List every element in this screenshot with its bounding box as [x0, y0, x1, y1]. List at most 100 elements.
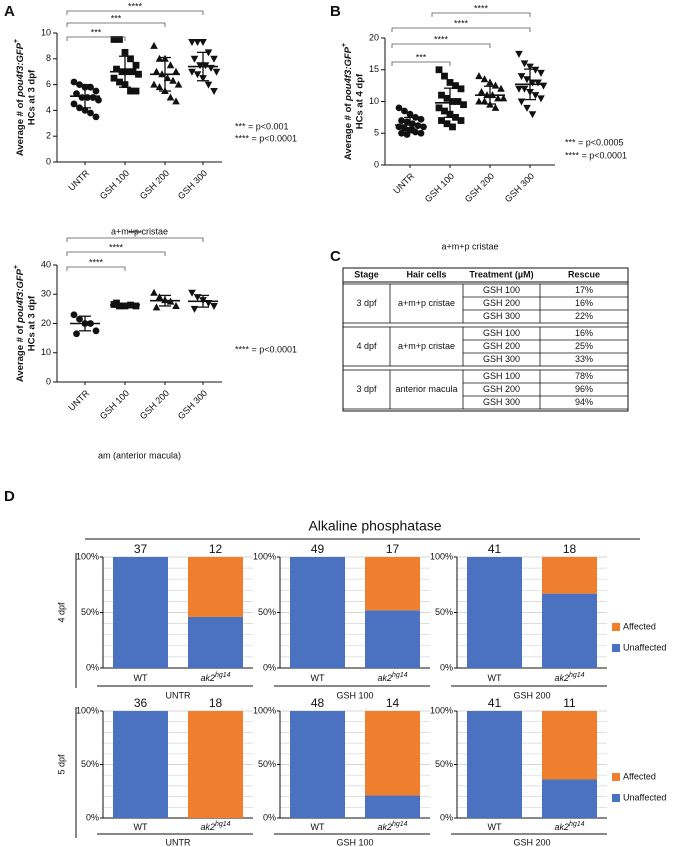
y-axis-label-part: + [341, 43, 348, 47]
count-label: 18 [209, 696, 223, 710]
data-point [188, 68, 196, 76]
y-tick-label: 40 [41, 259, 51, 269]
data-point [92, 113, 100, 121]
genotype-name: ak2 [554, 822, 569, 832]
y-axis-label: HCs at 3 dpf [27, 295, 38, 351]
data-point [87, 83, 94, 91]
bar-segment [188, 616, 243, 668]
data-point [199, 39, 207, 47]
group-label: GSH 100 [336, 837, 373, 847]
y-tick-label: 50% [258, 607, 276, 617]
genotype-sup: hg14 [215, 821, 231, 828]
x-tick-label: GSH 300 [176, 388, 209, 421]
significance-bracket [391, 43, 491, 48]
significance-bracket [391, 27, 531, 32]
significance-label: **** [128, 228, 143, 238]
data-point [132, 302, 140, 310]
y-tick-label: 50% [435, 607, 453, 617]
table-cell: GSH 300 [483, 354, 520, 364]
chart-title: Alkaline phosphatase [308, 518, 441, 534]
y-tick-label: 50% [435, 759, 453, 769]
bar-segment [188, 557, 243, 617]
data-point [499, 94, 508, 102]
table-block [342, 369, 629, 410]
genotype-name: ak2 [554, 673, 569, 683]
data-point [116, 36, 123, 43]
table-cell: GSH 200 [483, 384, 520, 394]
data-point [409, 126, 416, 134]
legend-label: Affected [623, 771, 656, 781]
count-label: 14 [386, 696, 400, 710]
data-point [193, 39, 202, 47]
data-point [110, 74, 118, 82]
count-label: 17 [386, 542, 400, 556]
legend-swatch [612, 623, 620, 631]
count-label: 48 [311, 696, 325, 710]
y-tick-label: 10 [41, 27, 51, 37]
table-cell: 25% [575, 341, 593, 351]
genotype-sup: hg14 [392, 821, 408, 828]
table-cell: anterior macula [395, 384, 457, 394]
significance-label: *** [111, 13, 122, 23]
x-tick-label: GSH 200 [138, 168, 171, 201]
x-axis-label: am (anterior macula) [98, 450, 181, 460]
y-tick-label: 6 [46, 79, 51, 89]
data-point [441, 107, 448, 115]
y-tick-label: 2 [46, 131, 51, 141]
table-cell: 17% [575, 285, 593, 295]
y-axis-label: HCs at 3 dpf [27, 69, 38, 125]
legend-text: *** = p<0.001 [235, 121, 289, 131]
data-point [457, 117, 465, 124]
table-cell: 16% [575, 298, 593, 308]
y-tick-label: 8 [46, 53, 51, 63]
bar-segment [467, 557, 522, 668]
data-point [523, 76, 531, 84]
significance-bracket [66, 10, 204, 15]
data-point [417, 115, 425, 123]
data-point [454, 98, 462, 105]
table-block [342, 326, 629, 367]
genotype-name: ak2 [377, 822, 392, 832]
x-tick-label: WT [488, 822, 502, 832]
x-tick-label: ak2hg14 [377, 821, 407, 832]
table-cell: 4 dpf [356, 341, 377, 351]
data-point [398, 117, 405, 124]
table-cell: a+m+p cristae [398, 298, 455, 308]
y-tick-label: 20 [41, 318, 51, 328]
data-point [398, 129, 405, 137]
genotype-name: WT [134, 673, 148, 683]
significance-label: *** [416, 52, 427, 62]
y-tick-label: 0% [86, 662, 99, 672]
data-point [70, 311, 78, 319]
data-point [534, 79, 542, 87]
data-point [523, 104, 531, 112]
bar-segment [365, 557, 420, 611]
data-point [70, 78, 78, 86]
data-point [190, 305, 199, 313]
bar-segment [467, 711, 522, 818]
legend-label: Unaffected [623, 792, 666, 802]
y-axis-label-part: pou4f3:GFP [15, 268, 26, 323]
data-point [135, 70, 142, 78]
y-tick-label: 100% [430, 705, 453, 715]
significance-bracket [391, 61, 451, 66]
data-point [417, 129, 425, 137]
bar-segment [290, 711, 345, 818]
table-header: Stage [354, 269, 379, 279]
data-point [438, 91, 445, 99]
data-point [491, 103, 500, 111]
data-point [150, 80, 158, 88]
table-cell: GSH 100 [483, 285, 520, 295]
x-tick-label: ak2hg14 [377, 672, 407, 683]
y-tick-label: 0% [263, 662, 276, 672]
table-cell: GSH 100 [483, 371, 520, 381]
x-tick-label: WT [134, 673, 148, 683]
significance-bracket [431, 12, 531, 17]
significance-bracket [66, 266, 126, 271]
y-tick-label: 0 [46, 376, 51, 386]
data-point [155, 54, 164, 62]
data-point [537, 95, 545, 103]
y-axis-label-part: pou4f3:GFP [343, 46, 354, 101]
table-cell: 22% [575, 311, 593, 321]
